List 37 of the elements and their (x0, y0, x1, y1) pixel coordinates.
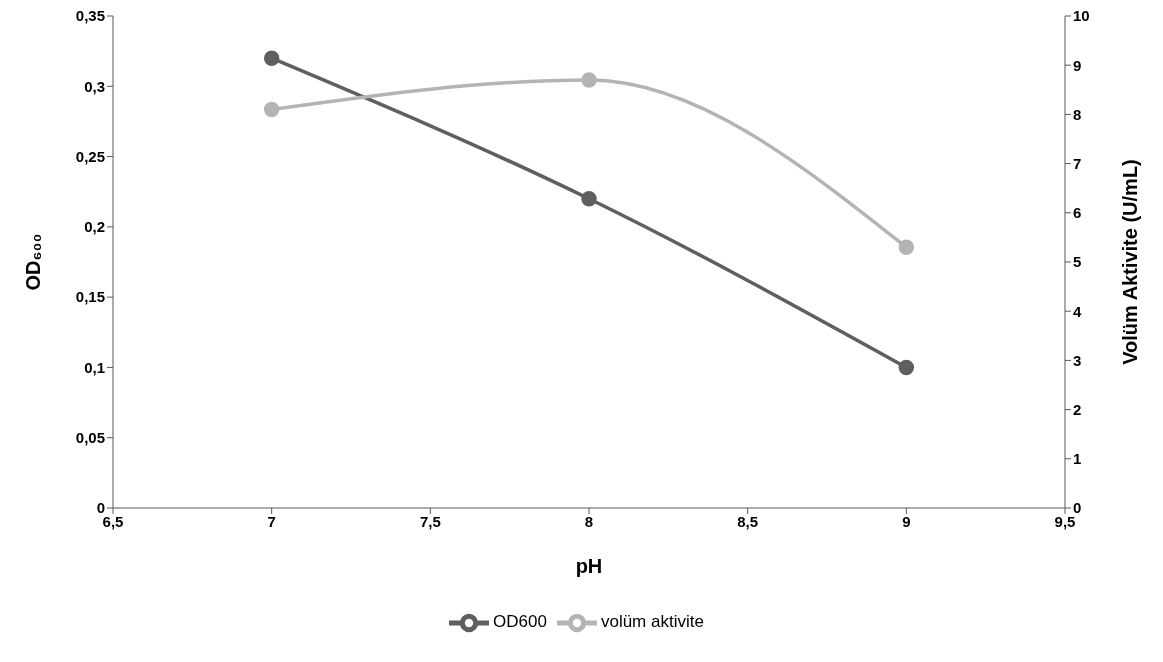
y2-tick-label: 8 (1073, 105, 1082, 123)
y2-tick-label: 0 (1073, 499, 1082, 517)
y-tick-label: 0,2 (84, 218, 105, 236)
x-tick-label: 7,5 (419, 512, 441, 530)
y2-tick-label: 4 (1073, 302, 1082, 320)
y2-tick-label: 2 (1073, 400, 1082, 418)
y2-tick-label: 6 (1073, 204, 1082, 222)
x-axis-title: pH (575, 555, 603, 577)
point (263, 50, 280, 66)
x-tick-label: 9 (902, 512, 911, 530)
x-tick-label: 7 (267, 512, 276, 530)
x-tick-label: 6,5 (102, 512, 124, 530)
y-tick-label: 0,15 (75, 288, 105, 306)
y2-tick-label: 3 (1073, 351, 1082, 369)
y-tick-label: 0,1 (84, 358, 105, 376)
y-tick-label: 0,3 (84, 77, 105, 95)
y2-tick-label: 1 (1073, 450, 1082, 468)
point (581, 72, 597, 88)
x-tick-label: 9,5 (1054, 512, 1076, 530)
x-tick-label: 8 (584, 512, 594, 530)
legend-label: volüm aktivite (600, 612, 704, 632)
y-tick-label: 0,35 (75, 7, 105, 25)
y2-tick-label: 10 (1073, 7, 1090, 25)
y-axis-title: OD₆₀₀ (22, 233, 45, 291)
legend-label: OD600 (493, 612, 547, 632)
y-tick-label: 0 (96, 499, 105, 517)
point (581, 190, 597, 207)
y2-tick-label: 7 (1073, 154, 1082, 172)
y-tick-label: 0,25 (75, 147, 105, 165)
y-tick-label: 0,05 (75, 429, 105, 447)
point (898, 359, 915, 376)
x-tick-label: 8,5 (737, 512, 759, 530)
point (263, 101, 280, 118)
y2-tick-label: 9 (1073, 56, 1082, 74)
y2-tick-label: 5 (1073, 253, 1082, 271)
point (898, 239, 915, 255)
y2-axis-title: Volüm Aktivite (U/mL) (1119, 159, 1142, 365)
